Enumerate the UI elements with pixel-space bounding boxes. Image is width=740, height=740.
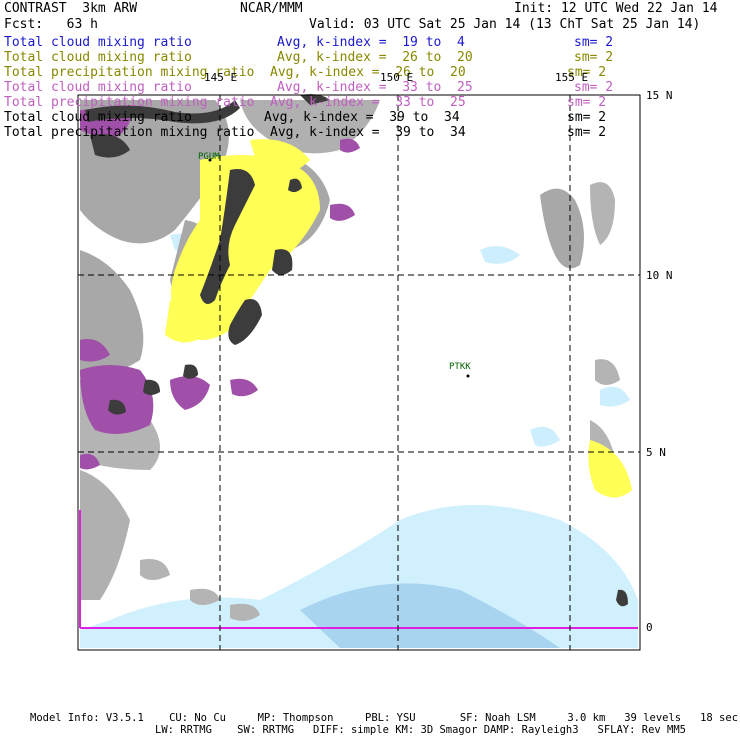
lat-label-15n: 15 N xyxy=(646,89,673,102)
model-title: CONTRAST 3km ARW xyxy=(4,1,138,16)
legend-avg: Avg, k-index = 39 to 34 xyxy=(270,125,466,140)
legend-avg: Avg, k-index = 19 to 4 xyxy=(277,35,465,50)
legend-field: Total precipitation mixing ratio xyxy=(4,95,255,110)
legend-avg: Avg, k-index = 39 to 34 xyxy=(264,110,460,125)
map-frame xyxy=(77,94,641,651)
lat-label-0: 0 xyxy=(646,621,653,634)
legend-sm: sm= 2 xyxy=(567,65,607,80)
dark-core-field xyxy=(85,94,628,607)
org-label: NCAR/MMM xyxy=(240,1,303,16)
init-time: Init: 12 UTC Wed 22 Jan 14 xyxy=(514,1,718,16)
light-blue-field xyxy=(80,233,638,648)
station-dot-pgum xyxy=(208,158,212,162)
legend-sm: sm= 2 xyxy=(567,125,607,140)
legend-field: Total cloud mixing ratio xyxy=(4,80,192,95)
legend-field: Total cloud mixing ratio xyxy=(4,50,192,65)
legend-field: Total precipitation mixing ratio xyxy=(4,65,255,80)
lon-label-145e: 145 E xyxy=(204,71,238,84)
legend-sm: sm= 2 xyxy=(574,35,614,50)
valid-time: Valid: 03 UTC Sat 25 Jan 14 (13 ChT Sat … xyxy=(309,17,701,32)
legend-field: Total precipitation mixing ratio xyxy=(4,125,255,140)
legend-avg: Avg, k-index = 26 to 20 xyxy=(270,65,466,80)
legend-field: Total cloud mixing ratio xyxy=(4,110,192,125)
legend-field: Total cloud mixing ratio xyxy=(4,35,192,50)
model-info-line1: Model Info: V3.5.1 CU: No Cu MP: Thompso… xyxy=(30,712,739,724)
legend-sm: sm= 2 xyxy=(567,110,607,125)
station-label-pgum: PGUM xyxy=(198,152,220,162)
legend-sm: sm= 2 xyxy=(567,95,607,110)
legend-avg: Avg, k-index = 26 to 20 xyxy=(277,50,473,65)
forecast-hour: Fcst: 63 h xyxy=(4,17,98,32)
lon-label-150e: 150 E xyxy=(380,71,414,84)
legend-avg: Avg, k-index = 33 to 25 xyxy=(270,95,466,110)
model-info-line2: LW: RRTMG SW: RRTMG DIFF: simple KM: 3D … xyxy=(155,724,687,736)
lat-label-10n: 10 N xyxy=(646,269,673,282)
station-label-ptkk: PTKK xyxy=(449,362,471,372)
lat-label-5n: 5 N xyxy=(646,446,666,459)
gridlines xyxy=(78,95,640,650)
legend-sm: sm= 2 xyxy=(574,50,614,65)
lon-label-155e: 155 E xyxy=(555,71,589,84)
legend-avg: Avg, k-index = 33 to 25 xyxy=(277,80,473,95)
station-dot-ptkk xyxy=(466,374,470,378)
legend-sm: sm= 2 xyxy=(574,80,614,95)
